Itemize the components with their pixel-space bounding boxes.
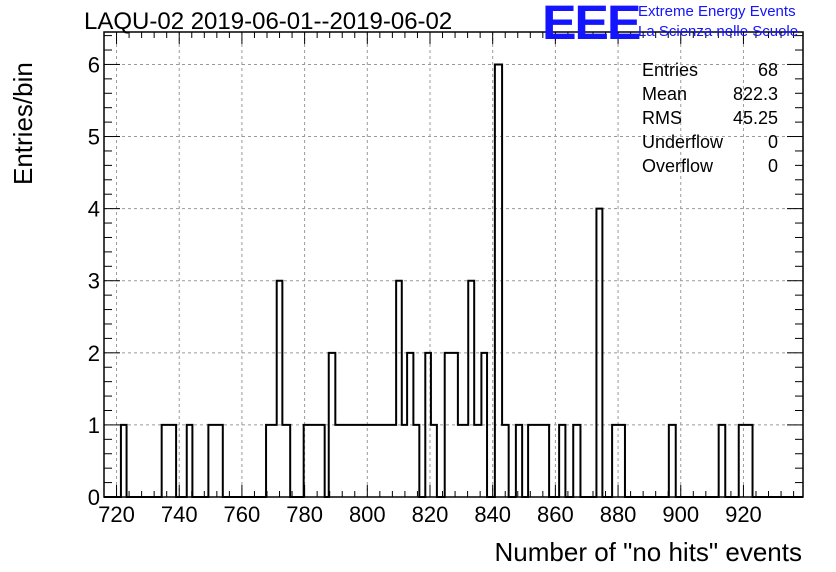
stat-overflow: Overflow 0	[642, 154, 778, 178]
stat-rms: RMS 45.25	[642, 106, 778, 130]
y-tick-label: 6	[88, 52, 100, 77]
axis-tick-labels: 720 740 760 780 800 820 840 860 880 900 920 0 1 2 3 4 5 6	[88, 52, 762, 527]
histogram-bin	[739, 425, 753, 497]
plot-frame	[103, 31, 804, 498]
y-tick-label: 3	[88, 269, 100, 294]
grid-lines	[104, 32, 803, 497]
x-tick-label: 720	[98, 502, 135, 527]
logo-line-2: La Scienza nelle Scuole	[638, 23, 799, 40]
x-tick-label: 840	[474, 502, 511, 527]
histogram-bin	[468, 281, 474, 497]
x-tick-label: 880	[600, 502, 637, 527]
stat-value: 0	[767, 132, 778, 152]
axes-frame	[103, 31, 804, 498]
eee-logo-text: Extreme Energy Events La Scienza nelle S…	[638, 2, 798, 42]
histogram-bin	[162, 425, 176, 497]
stat-value: 68	[757, 60, 778, 80]
eee-logo: EEE	[542, 0, 641, 50]
x-tick-label: 780	[286, 502, 323, 527]
histogram-bin	[277, 281, 283, 497]
histogram-bin	[431, 425, 437, 497]
histogram-bin	[425, 353, 431, 497]
x-tick-label: 800	[349, 502, 386, 527]
histogram-bin	[121, 425, 127, 497]
stat-value: 822.3	[732, 84, 778, 104]
histogram-bin	[516, 425, 522, 497]
stat-label: Overflow	[642, 156, 714, 176]
y-tick-label: 4	[88, 197, 100, 222]
x-tick-label: 860	[537, 502, 574, 527]
stat-value: 45.25	[732, 108, 778, 128]
axis-ticks	[103, 32, 803, 498]
stat-value: 0	[767, 156, 778, 176]
histogram-bin	[266, 425, 277, 497]
y-tick-label: 1	[88, 413, 100, 438]
logo-line-1: Extreme Energy Events	[638, 3, 796, 20]
histogram-bin	[481, 353, 487, 497]
stat-label: Mean	[642, 84, 688, 104]
x-tick-label: 900	[662, 502, 699, 527]
histogram-bin	[282, 425, 290, 497]
histogram-outline	[104, 63, 803, 498]
y-axis-label: Entries/bin	[8, 62, 38, 185]
x-axis-label: Number of "no hits" events	[494, 537, 803, 567]
histogram-bin	[413, 425, 419, 497]
histogram-bin	[719, 425, 726, 497]
histogram-bin	[335, 425, 396, 497]
histogram-bin	[528, 425, 549, 497]
y-tick-label: 2	[88, 341, 100, 366]
histogram-bin	[407, 353, 413, 497]
y-tick-label: 0	[88, 485, 100, 510]
histogram-bin	[573, 425, 580, 497]
histogram-bin	[187, 425, 193, 497]
stat-label: RMS	[642, 108, 682, 128]
histogram-bin	[559, 425, 565, 497]
stat-mean: Mean 822.3	[642, 82, 778, 106]
histogram-bin	[458, 425, 468, 497]
histogram-bin	[669, 425, 676, 497]
histogram-bin	[474, 425, 481, 497]
chart-title: LAQU-02 2019-06-01--2019-06-02	[84, 8, 453, 35]
x-tick-label: 920	[725, 502, 762, 527]
stat-label: Underflow	[642, 132, 724, 152]
histogram-bin	[304, 425, 325, 497]
x-tick-label: 740	[161, 502, 198, 527]
histogram-bin	[208, 425, 222, 497]
histogram-bin	[396, 281, 402, 497]
histogram-bin	[495, 64, 502, 497]
histogram-bin	[502, 425, 509, 497]
histogram-bin	[402, 425, 407, 497]
y-tick-label: 5	[88, 125, 100, 150]
x-tick-label: 760	[224, 502, 261, 527]
stats-box: Entries 68 Mean 822.3 RMS 45.25 Underflo…	[642, 58, 778, 178]
stat-entries: Entries 68	[642, 58, 778, 82]
stat-label: Entries	[642, 60, 699, 80]
histogram-bin	[329, 353, 336, 497]
histogram-bin	[596, 209, 602, 497]
histogram-series	[104, 63, 803, 498]
x-tick-label: 820	[412, 502, 449, 527]
stat-underflow: Underflow 0	[642, 130, 778, 154]
histogram-bin	[445, 353, 458, 497]
